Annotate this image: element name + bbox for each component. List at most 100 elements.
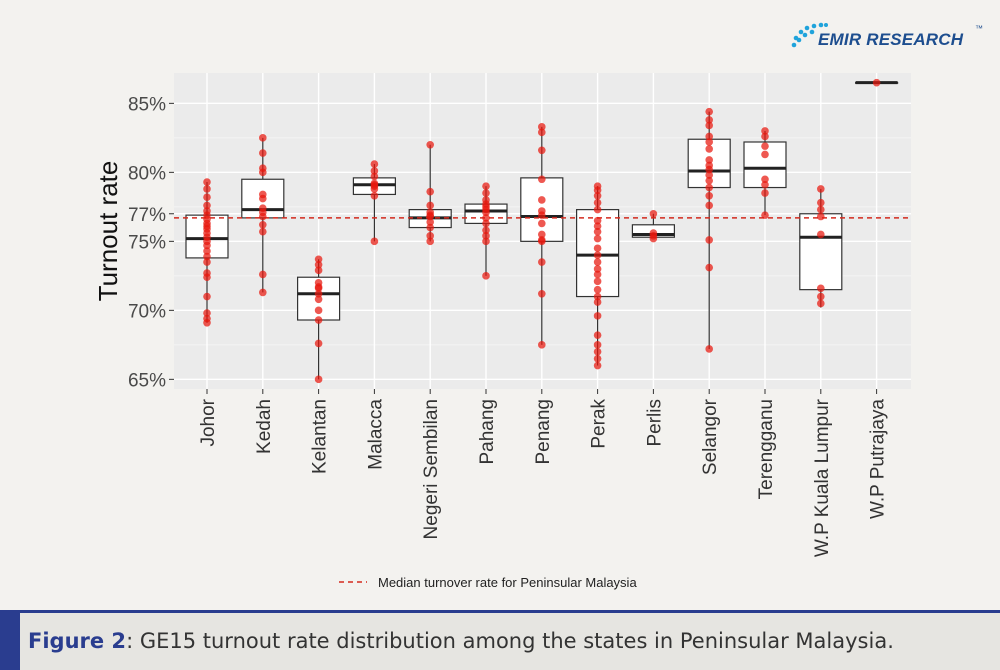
data-point bbox=[817, 185, 825, 193]
y-tick-label: 77% bbox=[128, 205, 166, 226]
caption-text: GE15 turnout rate distribution among the… bbox=[133, 629, 894, 653]
data-point bbox=[761, 127, 769, 135]
data-point bbox=[426, 232, 435, 240]
y-tick-label: 75% bbox=[128, 232, 166, 253]
data-point bbox=[203, 247, 211, 255]
data-point bbox=[370, 192, 379, 200]
data-point bbox=[761, 211, 769, 219]
data-point bbox=[593, 354, 602, 363]
data-point bbox=[593, 331, 602, 339]
data-point bbox=[705, 236, 713, 244]
data-point bbox=[426, 212, 435, 221]
data-point bbox=[593, 186, 602, 195]
legend-label: Median turnover rate for Peninsular Mala… bbox=[378, 575, 637, 590]
data-point bbox=[426, 201, 435, 210]
data-point bbox=[538, 123, 546, 131]
y-tick-label: 80% bbox=[128, 163, 166, 184]
data-point bbox=[593, 244, 602, 253]
data-point bbox=[259, 227, 267, 236]
logo-text: EMIR RESEARCH bbox=[818, 30, 964, 49]
x-tick-label: Perlis bbox=[644, 399, 665, 447]
data-point bbox=[761, 175, 769, 184]
data-point bbox=[203, 185, 211, 193]
data-point bbox=[593, 258, 602, 266]
data-point bbox=[817, 212, 825, 221]
y-axis-ticks: 65% 70% 75% 77% 80% 85% bbox=[128, 94, 174, 391]
data-point bbox=[538, 219, 546, 228]
legend: Median turnover rate for Peninsular Mala… bbox=[339, 575, 637, 590]
data-point bbox=[259, 220, 267, 229]
data-point bbox=[817, 205, 825, 214]
x-tick-label: Johor bbox=[198, 398, 219, 446]
data-point bbox=[705, 107, 713, 116]
data-point bbox=[538, 237, 546, 246]
data-point bbox=[705, 165, 713, 174]
data-point bbox=[370, 237, 379, 246]
data-point bbox=[314, 266, 323, 275]
data-point bbox=[538, 128, 546, 137]
x-tick-label: Malacca bbox=[365, 399, 386, 470]
data-point bbox=[482, 182, 490, 190]
data-point bbox=[203, 252, 211, 261]
x-tick-label: W.P Putrajaya bbox=[868, 399, 889, 519]
data-point bbox=[705, 263, 713, 272]
data-point bbox=[593, 347, 602, 356]
data-point bbox=[370, 167, 379, 175]
data-point bbox=[593, 192, 602, 200]
data-point bbox=[203, 193, 211, 201]
data-point bbox=[761, 189, 769, 197]
data-point bbox=[761, 142, 769, 150]
figure-label: Figure 2 bbox=[28, 629, 127, 653]
data-point bbox=[649, 209, 658, 218]
data-point bbox=[314, 295, 323, 304]
data-point bbox=[538, 341, 546, 349]
data-point bbox=[705, 116, 713, 124]
data-point bbox=[593, 361, 602, 370]
y-tick-label: 65% bbox=[128, 370, 166, 391]
data-point bbox=[259, 194, 267, 203]
data-point bbox=[259, 134, 267, 142]
figure-caption: Figure 2: GE15 turnout rate distribution… bbox=[28, 629, 894, 653]
data-point bbox=[482, 237, 490, 246]
data-point bbox=[538, 146, 546, 155]
data-point bbox=[482, 272, 490, 280]
caption-bar: Figure 2: GE15 turnout rate distribution… bbox=[0, 610, 1000, 670]
data-point bbox=[817, 284, 825, 293]
data-point bbox=[482, 232, 490, 240]
x-tick-label: Terengganu bbox=[756, 399, 777, 499]
data-point bbox=[705, 176, 713, 185]
data-point bbox=[259, 149, 267, 157]
data-point bbox=[203, 292, 211, 301]
y-axis-title: Turnout rate bbox=[93, 161, 123, 302]
data-point bbox=[314, 375, 323, 384]
data-point bbox=[314, 255, 323, 264]
data-point bbox=[482, 226, 490, 235]
data-point bbox=[817, 292, 825, 301]
data-point bbox=[593, 198, 602, 207]
data-point bbox=[426, 237, 435, 246]
data-point bbox=[259, 288, 267, 297]
data-point bbox=[817, 198, 825, 207]
data-point bbox=[761, 132, 769, 141]
data-point bbox=[203, 273, 211, 282]
data-point bbox=[538, 175, 546, 184]
data-point bbox=[649, 234, 658, 243]
data-point bbox=[259, 212, 267, 221]
data-point bbox=[705, 121, 713, 130]
data-point bbox=[705, 145, 713, 153]
data-point bbox=[593, 312, 602, 320]
x-tick-label: Kelantan bbox=[310, 399, 331, 474]
data-point bbox=[593, 270, 602, 279]
x-tick-label: Selangor bbox=[700, 398, 721, 475]
data-point bbox=[705, 171, 713, 179]
data-point bbox=[705, 183, 713, 192]
x-axis-ticks: Johor Kedah Kelantan Malacca Negeri Sembilan… bbox=[198, 389, 889, 557]
data-point bbox=[593, 341, 602, 349]
data-point bbox=[314, 284, 323, 293]
caption-separator: : bbox=[126, 629, 134, 653]
logo-trademark: ™ bbox=[975, 24, 983, 33]
data-point bbox=[538, 196, 546, 204]
data-point bbox=[203, 258, 211, 266]
data-point bbox=[705, 201, 713, 210]
data-point bbox=[593, 222, 602, 230]
